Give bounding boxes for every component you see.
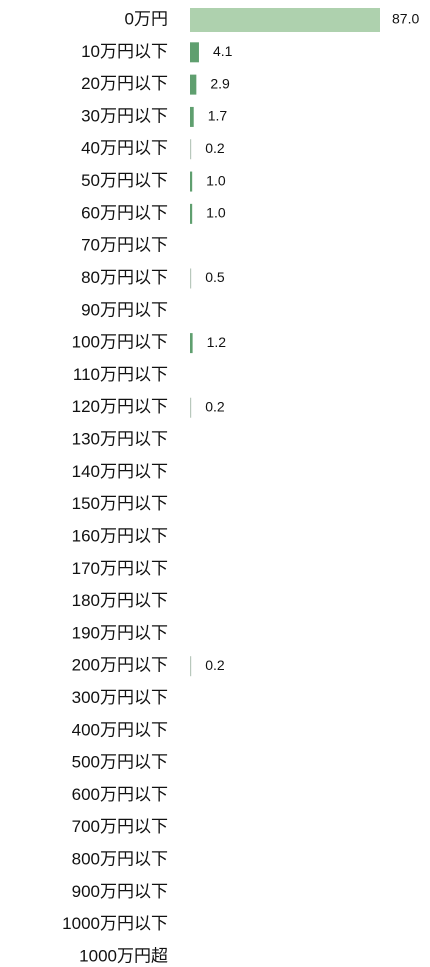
value-label: 1.0 bbox=[206, 172, 226, 188]
bar bbox=[190, 106, 194, 127]
value-label: 1.2 bbox=[207, 334, 227, 350]
y-tick-label: 60万円以下 bbox=[81, 203, 168, 222]
value-label: 87.0 bbox=[392, 11, 419, 27]
y-tick-label: 90万円以下 bbox=[81, 300, 168, 319]
value-label: 0.5 bbox=[205, 269, 225, 285]
y-tick-label: 150万円以下 bbox=[72, 494, 168, 513]
y-tick-label: 140万円以下 bbox=[72, 462, 168, 481]
y-tick-label: 500万円以下 bbox=[72, 753, 168, 772]
value-label: 2.9 bbox=[210, 75, 230, 91]
y-tick-label: 110万円以下 bbox=[73, 365, 168, 384]
y-tick-label: 300万円以下 bbox=[72, 688, 168, 707]
value-label: 1.0 bbox=[206, 205, 226, 221]
y-tick-label: 600万円以下 bbox=[72, 785, 168, 804]
bar bbox=[190, 74, 197, 95]
y-tick-label: 80万円以下 bbox=[81, 268, 168, 287]
y-tick-label: 130万円以下 bbox=[72, 430, 168, 449]
bar bbox=[190, 333, 193, 354]
bar bbox=[190, 8, 380, 32]
y-tick-label: 400万円以下 bbox=[72, 720, 168, 739]
y-tick-label: 70万円以下 bbox=[81, 236, 168, 255]
bar bbox=[190, 42, 199, 63]
bar bbox=[190, 203, 193, 224]
y-tick-label: 20万円以下 bbox=[81, 74, 168, 93]
y-tick-label: 190万円以下 bbox=[72, 623, 168, 642]
y-tick-label: 900万円以下 bbox=[72, 882, 168, 901]
y-tick-label: 700万円以下 bbox=[72, 817, 168, 836]
value-label: 1.7 bbox=[208, 108, 228, 124]
y-tick-label: 0万円 bbox=[125, 9, 168, 28]
y-tick-label: 40万円以下 bbox=[81, 139, 168, 158]
y-tick-label: 1000万円以下 bbox=[62, 914, 168, 933]
y-tick-label: 1000万円超 bbox=[79, 946, 168, 965]
y-tick-label: 180万円以下 bbox=[72, 591, 168, 610]
bar bbox=[190, 268, 192, 289]
y-tick-label: 200万円以下 bbox=[72, 656, 168, 675]
y-tick-label: 30万円以下 bbox=[81, 106, 168, 125]
y-tick-label: 10万円以下 bbox=[81, 42, 168, 61]
value-label: 0.2 bbox=[205, 657, 225, 673]
value-label: 4.1 bbox=[213, 43, 233, 59]
y-tick-label: 160万円以下 bbox=[72, 526, 168, 545]
y-tick-label: 120万円以下 bbox=[72, 397, 168, 416]
bar bbox=[190, 171, 193, 192]
bar bbox=[190, 656, 192, 677]
bar bbox=[190, 139, 192, 160]
y-tick-label: 800万円以下 bbox=[72, 850, 168, 869]
y-tick-label: 100万円以下 bbox=[72, 333, 168, 352]
bar bbox=[190, 397, 192, 418]
value-label: 0.2 bbox=[205, 140, 225, 156]
y-tick-label: 50万円以下 bbox=[81, 171, 168, 190]
value-label: 0.2 bbox=[205, 398, 225, 414]
y-tick-label: 170万円以下 bbox=[72, 559, 168, 578]
